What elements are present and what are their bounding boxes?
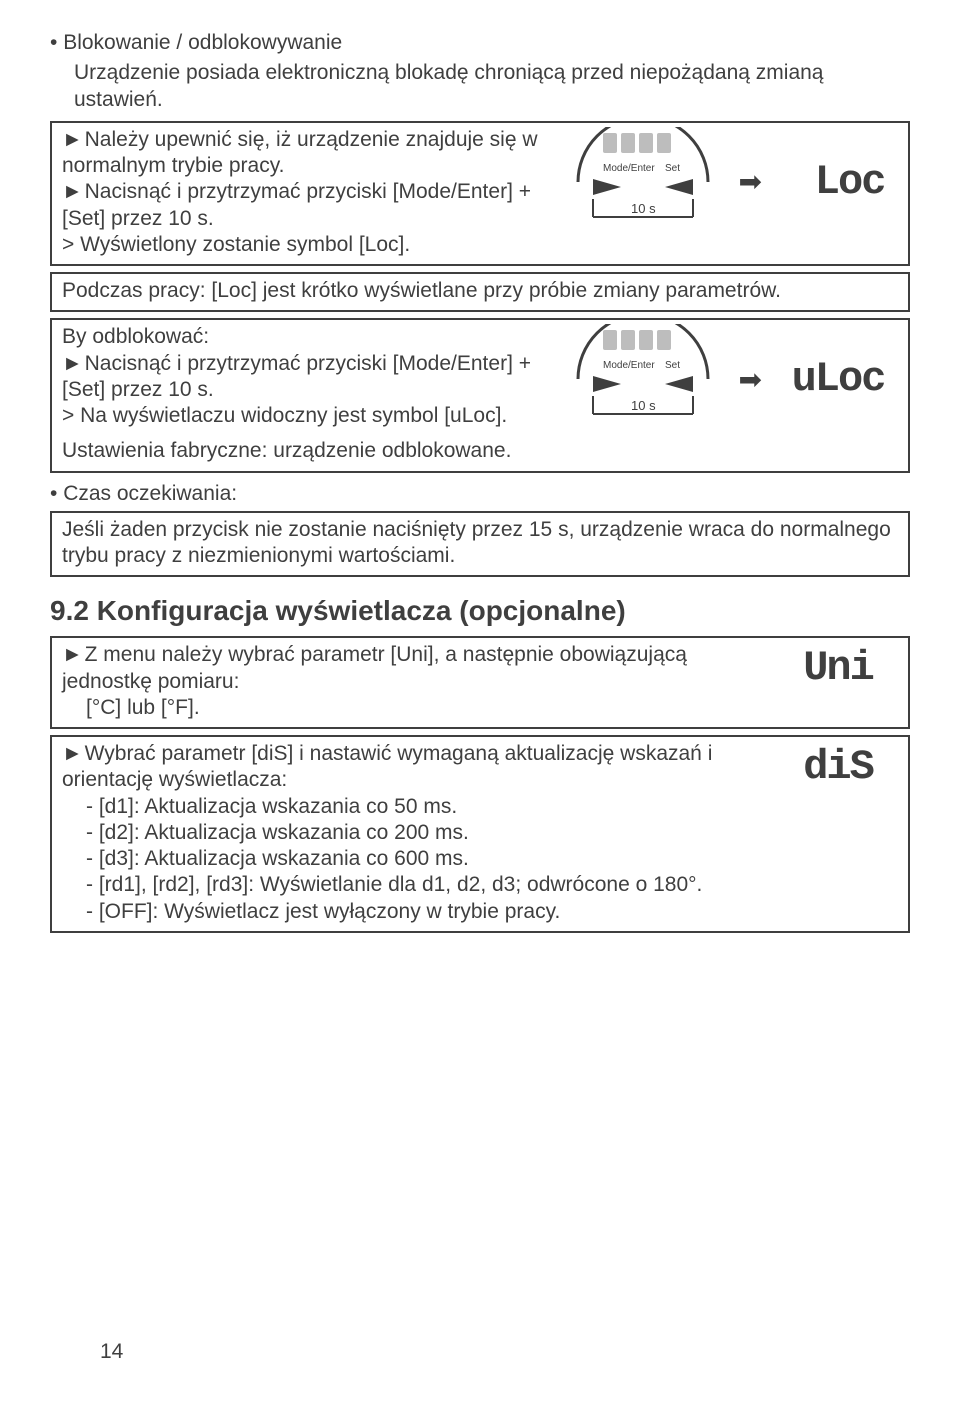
intro-text: Urządzenie posiada elektroniczną blokadę… [50, 60, 910, 113]
box-wait: Jeśli żaden przycisk nie zostanie naciśn… [50, 511, 910, 578]
box1-line3: Wyświetlony zostanie symbol [Loc]. [62, 232, 555, 258]
bullet-lock-title: Blokowanie / odblokowywanie [50, 30, 910, 56]
box1-line1: Należy upewnić się, iż urządzenie znajdu… [62, 127, 555, 180]
ten-s-label: 10 s [631, 201, 656, 216]
seg-uni: Uni [778, 642, 898, 695]
mini-display-loc: Mode/Enter Set 10 s [563, 127, 723, 237]
box6-off: - [OFF]: Wyświetlacz jest wyłączony w tr… [62, 899, 770, 925]
box6-d1: - [d1]: Aktualizacja wskazania co 50 ms. [62, 794, 770, 820]
box4-text: Jeśli żaden przycisk nie zostanie naciśn… [62, 517, 898, 570]
box3-line0: By odblokować: [62, 324, 555, 350]
page-number: 14 [100, 1339, 123, 1365]
heading-92: 9.2 Konfiguracja wyświetlacza (opcjonaln… [50, 593, 910, 628]
box3-line1: Nacisnąć i przytrzymać przyciski [Mode/E… [62, 351, 555, 404]
seg-dis: diS [778, 741, 898, 794]
box3-line2: Na wyświetlaczu widoczny jest symbol [uL… [62, 403, 555, 429]
box1-line2: Nacisnąć i przytrzymać przyciski [Mode/E… [62, 179, 555, 232]
mode-enter-label: Mode/Enter [603, 163, 655, 174]
bullet-wait-title: Czas oczekiwania: [50, 481, 910, 507]
box6-d3: - [d3]: Aktualizacja wskazania co 600 ms… [62, 846, 770, 872]
svg-text:Set: Set [665, 360, 680, 371]
box2-text: Podczas pracy: [Loc] jest krótko wyświet… [62, 278, 781, 304]
box6-line1: Wybrać parametr [diS] i nastawić wymagan… [62, 741, 770, 794]
arrow-right-icon: ➡ [739, 362, 762, 397]
svg-text:Mode/Enter: Mode/Enter [603, 360, 655, 371]
set-label: Set [665, 163, 680, 174]
box3-line3: Ustawienia fabryczne: urządzenie odbloko… [62, 438, 511, 464]
box-lock: Należy upewnić się, iż urządzenie znajdu… [50, 121, 910, 266]
box-loc-info: Podczas pracy: [Loc] jest krótko wyświet… [50, 272, 910, 312]
svg-text:10 s: 10 s [631, 398, 656, 413]
box-dis: Wybrać parametr [diS] i nastawić wymagan… [50, 735, 910, 933]
box5-line1: Z menu należy wybrać parametr [Uni], a n… [62, 642, 770, 695]
box5-line2: [°C] lub [°F]. [62, 695, 770, 721]
arrow-right-icon: ➡ [739, 164, 762, 199]
seg-uloc: uLoc [778, 353, 898, 406]
mini-display-uloc: Mode/Enter Set 10 s [563, 324, 723, 434]
box-uni: Z menu należy wybrać parametr [Uni], a n… [50, 636, 910, 729]
box6-d2: - [d2]: Aktualizacja wskazania co 200 ms… [62, 820, 770, 846]
box-unlock: By odblokować: Nacisnąć i przytrzymać pr… [50, 318, 910, 472]
box6-rd: - [rd1], [rd2], [rd3]: Wyświetlanie dla … [62, 872, 770, 898]
seg-loc: 8Loc [778, 156, 898, 209]
